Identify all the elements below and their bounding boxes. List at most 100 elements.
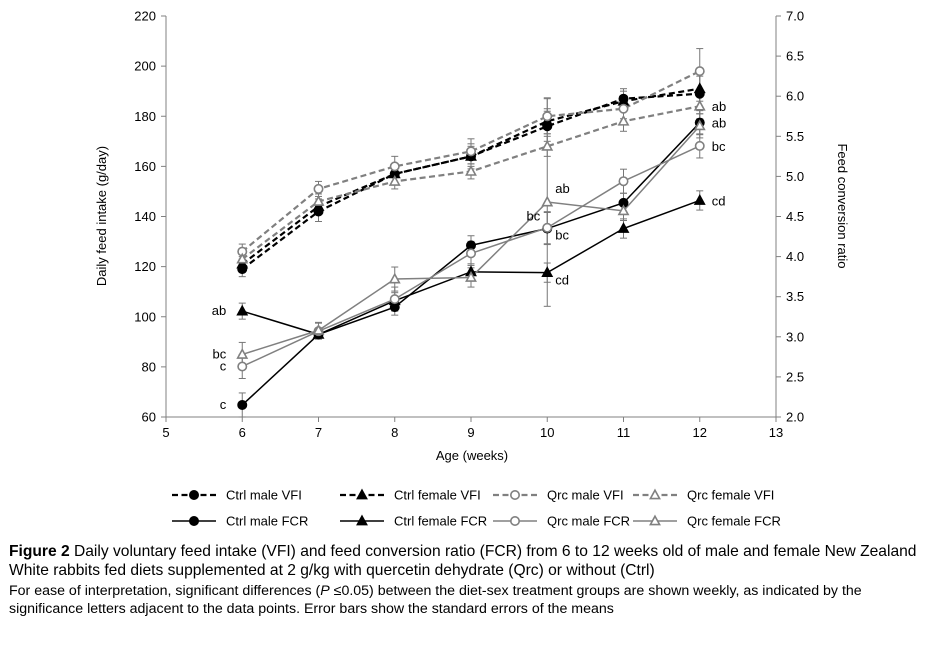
point-qrc-female-fcr: [541, 195, 554, 207]
significance-letter: c: [220, 397, 227, 412]
y-right-tick-label: 3.0: [786, 329, 804, 344]
y-left-tick-label: 100: [134, 309, 156, 324]
x-tick-label: 10: [540, 425, 554, 440]
y-right-tick-label: 7.0: [786, 9, 804, 24]
point-qrc-female-vfi: [236, 252, 249, 264]
point-ctrl-female-vfi: [236, 257, 249, 269]
point-ctrl-female-vfi: [693, 82, 706, 94]
legend-label-ctrl-male-vfi: Ctrl male VFI: [226, 488, 302, 503]
point-qrc-female-vfi: [312, 194, 325, 206]
series-markers: [236, 66, 706, 410]
significance-letter: ab: [212, 303, 226, 318]
y-left-axis-label: Daily feed intake (g/day): [94, 146, 109, 286]
point-qrc-male-fcr: [542, 222, 553, 233]
point-qrc-male-vfi: [465, 146, 476, 157]
figure-label: Figure 2: [9, 543, 70, 560]
y-right-tick-label: 5.0: [786, 169, 804, 184]
point-ctrl-female-fcr: [693, 193, 706, 205]
point-qrc-female-vfi: [693, 99, 706, 111]
point-ctrl-male-fcr: [465, 240, 476, 251]
legend-marker-ctrl-female-vfi: [356, 488, 368, 500]
figure-caption: Figure 2 Daily voluntary feed intake (VF…: [9, 542, 934, 618]
point-qrc-female-vfi: [617, 114, 630, 126]
legend-label-qrc-male-vfi: Qrc male VFI: [547, 488, 624, 503]
legend-marker-ctrl-male-vfi: [189, 489, 200, 500]
significance-letter: ab: [712, 99, 726, 114]
y-left-tick-label: 120: [134, 259, 156, 274]
x-tick-label: 7: [315, 425, 322, 440]
y-left-tick-label: 80: [142, 359, 156, 374]
legend-label-qrc-female-fcr: Qrc female FCR: [687, 514, 781, 529]
legend-label-ctrl-male-fcr: Ctrl male FCR: [226, 514, 308, 529]
caption-note-end: ≤0.05) between the diet-sex treatment gr…: [9, 583, 862, 617]
y-right-tick-label: 6.0: [786, 89, 804, 104]
caption-title: Daily voluntary feed intake (VFI) and fe…: [9, 543, 917, 579]
significance-letter: cd: [555, 273, 569, 288]
point-qrc-female-fcr: [465, 270, 477, 282]
y-right-tick-label: 6.5: [786, 49, 804, 64]
axes: 5 6 7 8 9 10 11 12 13 60 80 100 120 140 160 180 200 220 2.…: [134, 9, 804, 441]
point-ctrl-male-fcr: [237, 399, 248, 410]
y-right-tick-label: 2.5: [786, 369, 804, 384]
caption-title-block: Figure 2 Daily voluntary feed intake (VF…: [9, 542, 934, 580]
significance-letter: ab: [555, 181, 569, 196]
legend-label-qrc-male-fcr: Qrc male FCR: [547, 514, 630, 529]
y-right-tick-label: 3.5: [786, 289, 804, 304]
y-right-tick-label: 5.5: [786, 129, 804, 144]
caption-note: For ease of interpretation, significant …: [9, 582, 934, 618]
point-qrc-male-fcr: [237, 361, 248, 372]
legend-marker-qrc-female-fcr: [649, 514, 661, 526]
legend-marker-qrc-male-vfi: [509, 489, 520, 500]
x-tick-label: 5: [162, 425, 169, 440]
significance-letter: bc: [527, 209, 541, 224]
point-qrc-female-fcr: [312, 323, 325, 335]
y-left-tick-label: 220: [134, 9, 156, 24]
point-qrc-female-vfi: [541, 139, 554, 151]
point-qrc-female-vfi: [465, 164, 477, 176]
x-axis-label: Age (weeks): [436, 448, 508, 463]
legend-marker-qrc-female-vfi: [649, 488, 661, 500]
point-qrc-male-fcr: [389, 294, 400, 305]
y-right-tick-label: 4.5: [786, 209, 804, 224]
point-ctrl-female-vfi: [312, 200, 325, 211]
significance-letter: bc: [712, 139, 726, 154]
point-qrc-female-fcr: [388, 272, 401, 284]
y-left-tick-label: 160: [134, 159, 156, 174]
x-tick-label: 9: [467, 425, 474, 440]
point-ctrl-female-fcr: [617, 222, 630, 233]
point-qrc-female-vfi: [388, 174, 401, 186]
significance-letter: c: [220, 358, 227, 373]
point-qrc-male-vfi: [389, 161, 400, 172]
significance-letter: bc: [213, 346, 227, 361]
significance-letter: ab: [712, 116, 726, 131]
legend-marker-qrc-male-fcr: [509, 515, 520, 526]
x-tick-label: 11: [617, 425, 631, 440]
legend-label-qrc-female-vfi: Qrc female VFI: [687, 488, 774, 503]
y-left-tick-label: 200: [134, 59, 156, 74]
y-right-tick-label: 2.0: [786, 410, 804, 425]
point-qrc-male-fcr: [465, 248, 476, 259]
point-qrc-male-vfi: [542, 111, 553, 122]
point-qrc-male-vfi: [618, 103, 629, 114]
legend-marker-ctrl-female-fcr: [356, 514, 368, 526]
legend-label-ctrl-female-vfi: Ctrl female VFI: [394, 488, 481, 503]
legend: Ctrl male VFI Ctrl female VFI Qrc male VFI…: [172, 488, 781, 529]
point-qrc-male-fcr: [618, 176, 629, 187]
point-qrc-male-vfi: [313, 183, 324, 194]
point-ctrl-female-fcr: [236, 304, 249, 316]
y-right-tick-label: 4.0: [786, 249, 804, 264]
y-left-tick-label: 60: [142, 410, 156, 425]
legend-marker-ctrl-male-fcr: [189, 515, 200, 526]
x-tick-label: 13: [769, 425, 783, 440]
legend-label-ctrl-female-fcr: Ctrl female FCR: [394, 514, 487, 529]
point-ctrl-female-fcr: [541, 266, 554, 278]
significance-letter: cd: [712, 193, 726, 208]
caption-note-p: P: [320, 583, 330, 599]
point-qrc-female-fcr: [236, 347, 249, 359]
significance-letter: bc: [555, 228, 569, 243]
x-tick-label: 12: [693, 425, 707, 440]
point-qrc-male-vfi: [694, 66, 705, 77]
point-qrc-male-fcr: [694, 140, 705, 151]
caption-note-start: For ease of interpretation, significant …: [9, 583, 321, 599]
y-left-tick-label: 140: [134, 209, 156, 224]
